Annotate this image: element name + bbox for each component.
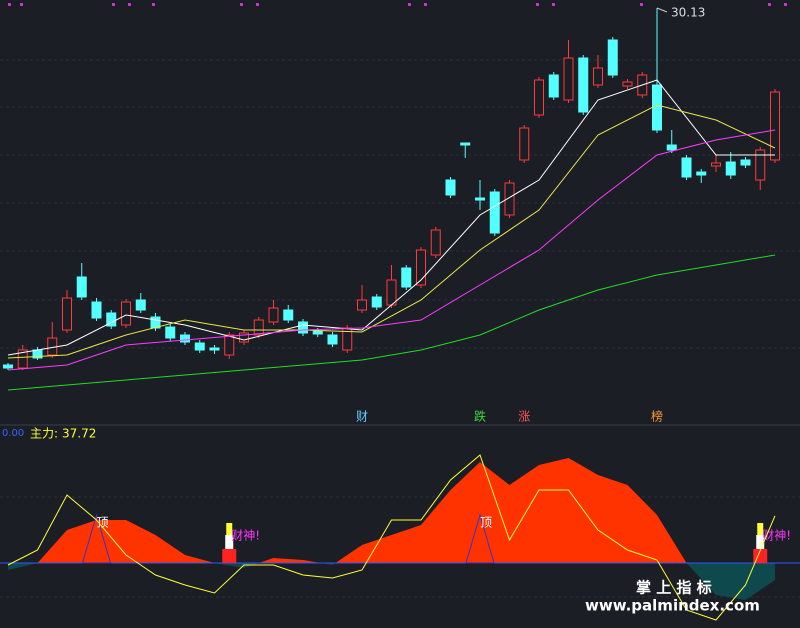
candle-body [401,267,412,288]
candle-body [578,57,589,113]
candle-body [165,326,176,339]
signal-label: 涨 [518,409,530,424]
legend-name: 主力: [30,427,58,441]
candle-body [534,79,544,116]
legend-value: 37.72 [62,427,96,441]
top-signal [465,513,495,564]
candle-body [386,279,397,306]
ma-line [7,254,776,391]
candle-body [209,347,220,351]
candle-body [121,301,131,326]
candle-body [475,197,485,201]
candle-body [76,276,87,298]
candle-body [622,81,633,87]
candle-body [239,332,249,343]
candle-body [268,307,279,323]
candle-body [253,319,264,336]
candle-body [106,312,117,327]
wealth-bar-mid [225,535,234,549]
candle-body [607,39,618,76]
wealth-signal-label: 财神! [762,529,791,543]
candle-body [460,142,471,146]
top-signal [81,513,112,564]
candle-body [430,229,441,256]
candle-body [180,334,190,343]
ma-line [7,129,776,371]
candle-body [504,182,515,216]
candle-body [770,91,780,161]
candle-body [563,57,574,101]
candle-body [3,364,13,369]
candle-body [283,309,294,321]
watermark-url: www.palmindex.com [585,597,760,615]
candle-body [755,149,766,181]
main-area [8,458,775,600]
candle-body [135,299,146,311]
watermark-title: 掌 上 指 标 [636,579,712,597]
wealth-bar-top [226,523,233,535]
candle-body [666,144,677,151]
candle-body [298,321,308,334]
max-pointer [656,7,668,13]
top-signal-label: 顶 [480,516,492,530]
candle-body [357,299,367,311]
candle-body [371,296,382,308]
candle-body [445,179,456,196]
wealth-bar [222,549,237,563]
layout-grid [0,59,800,598]
candle-body [416,249,426,286]
candle-body [327,334,338,345]
candle-body [652,84,662,131]
top-signal-label: 顶 [96,516,108,530]
main-line [7,454,776,621]
candle-body [593,67,603,86]
max-label: 30.13 [671,6,705,20]
candle-body [711,162,721,167]
candle-body [681,157,692,178]
wealth-bar-top [757,523,764,535]
candle-body [91,301,102,319]
candle-body [519,127,530,161]
candle-body [548,74,559,98]
candle-body [312,330,323,335]
zero-label: 0.00 [2,428,24,439]
candle-body [17,349,28,369]
candle-body [194,342,205,351]
wealth-bar-mid [756,535,765,549]
signal-label: 跌 [474,409,486,424]
candle-body [696,171,707,176]
signal-label: 榜 [651,409,663,424]
candle-body [725,161,736,176]
candle-body [62,297,72,331]
top-dots [8,3,787,6]
wealth-signal-label: 财神! [231,529,260,543]
candle-body [224,334,235,356]
candle-body [740,159,751,166]
signal-label: 财 [356,410,368,424]
ma-line [7,79,775,356]
candle-body [489,191,500,234]
ma-line [7,104,776,359]
